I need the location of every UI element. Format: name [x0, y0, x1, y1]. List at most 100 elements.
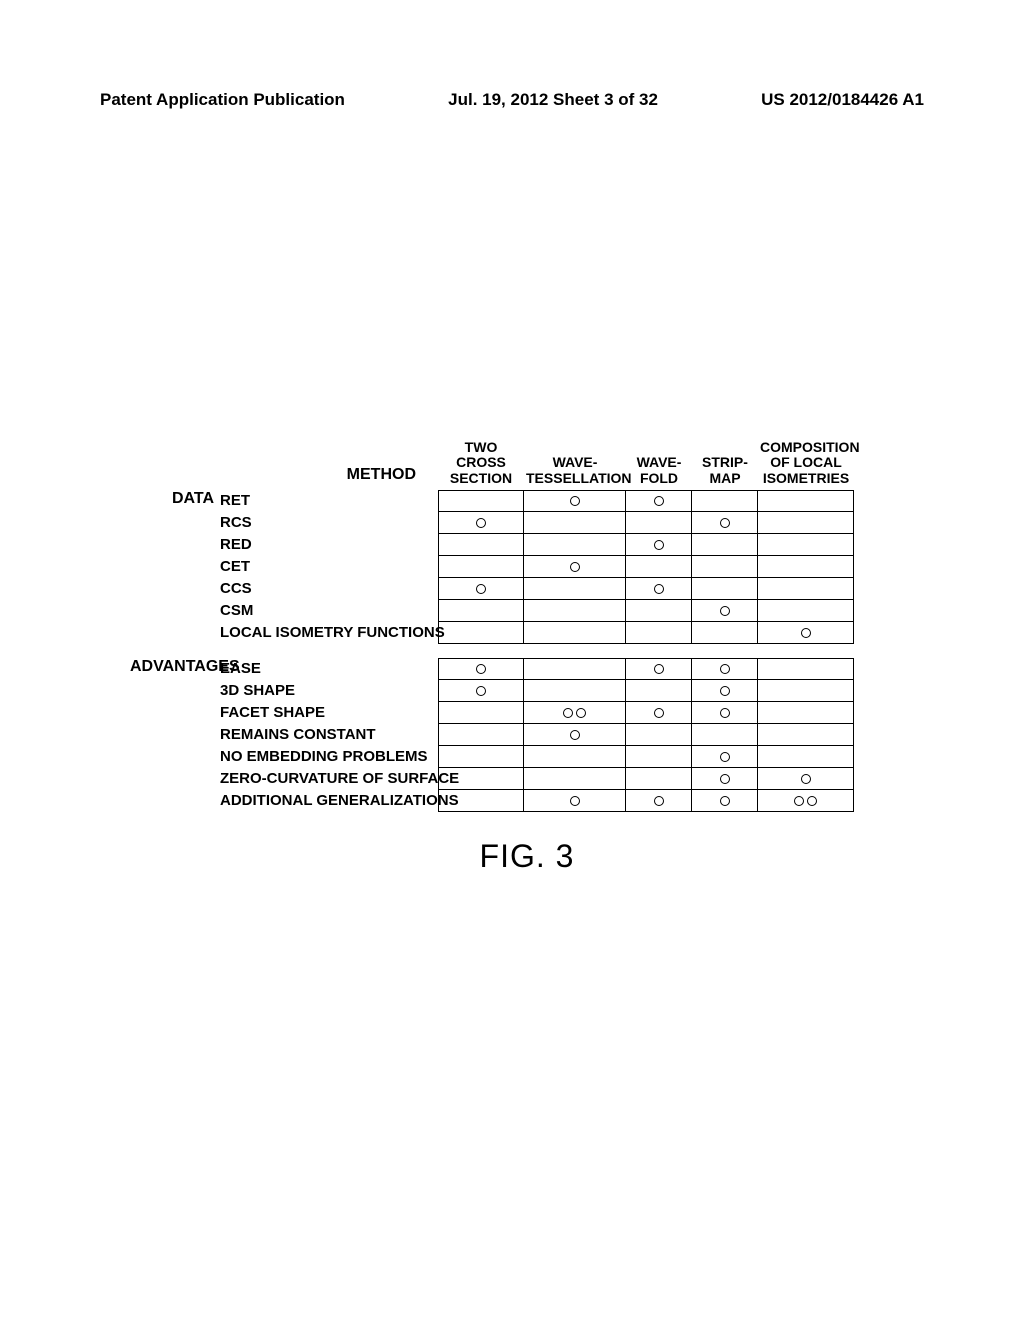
data-cell — [626, 534, 692, 556]
data-cell — [758, 556, 854, 578]
adv-cell — [758, 658, 854, 680]
data-cell — [692, 600, 758, 622]
data-cell — [692, 622, 758, 644]
data-cell — [758, 490, 854, 512]
adv-cell — [758, 790, 854, 812]
adv-cell — [524, 658, 626, 680]
data-column — [692, 490, 758, 644]
data-cell — [438, 490, 524, 512]
circle-marker-icon — [801, 628, 811, 638]
circle-marker-icon — [720, 752, 730, 762]
circle-marker-icon — [654, 584, 664, 594]
data-cell — [524, 578, 626, 600]
data-column — [438, 490, 524, 644]
data-cell — [438, 534, 524, 556]
adv-row-label: 3D SHAPE — [220, 680, 438, 702]
data-grid — [438, 490, 854, 644]
advantages-row-labels: EASE3D SHAPEFACET SHAPEREMAINS CONSTANTN… — [220, 658, 438, 812]
adv-cell — [692, 746, 758, 768]
data-cell — [692, 578, 758, 600]
adv-row-label: REMAINS CONSTANT — [220, 724, 438, 746]
adv-cell — [692, 790, 758, 812]
adv-cell — [438, 746, 524, 768]
adv-cell — [524, 768, 626, 790]
adv-cell — [524, 680, 626, 702]
data-cell — [692, 556, 758, 578]
data-cell — [626, 600, 692, 622]
adv-cell — [438, 724, 524, 746]
circle-marker-icon — [476, 686, 486, 696]
circle-marker-icon — [570, 496, 580, 506]
data-cell — [524, 600, 626, 622]
data-cell — [758, 534, 854, 556]
data-cell — [524, 556, 626, 578]
adv-cell — [626, 746, 692, 768]
adv-row-label: FACET SHAPE — [220, 702, 438, 724]
data-cell — [438, 578, 524, 600]
adv-column — [438, 658, 524, 812]
column-header-wave-tess: WAVE-TESSELLATION — [524, 440, 626, 486]
data-cell — [692, 534, 758, 556]
section-label-data: DATA — [130, 490, 220, 508]
advantages-section: ADVANTAGES EASE3D SHAPEFACET SHAPEREMAIN… — [130, 658, 924, 812]
circle-marker-icon — [801, 774, 811, 784]
adv-cell — [524, 746, 626, 768]
circle-marker-icon — [563, 708, 573, 718]
data-cell — [438, 512, 524, 534]
circle-marker-icon — [720, 708, 730, 718]
column-header-strip-map: STRIP-MAP — [692, 440, 758, 486]
circle-marker-icon — [720, 518, 730, 528]
adv-row-label: EASE — [220, 658, 438, 680]
data-cell — [438, 600, 524, 622]
adv-cell — [692, 768, 758, 790]
data-row-label: LOCAL ISOMETRY FUNCTIONS — [220, 622, 438, 644]
data-cell — [626, 578, 692, 600]
adv-cell — [438, 702, 524, 724]
data-column — [626, 490, 692, 644]
adv-cell — [438, 768, 524, 790]
adv-cell — [438, 680, 524, 702]
data-row-label: RET — [220, 490, 438, 512]
data-cell — [758, 600, 854, 622]
data-cell — [758, 622, 854, 644]
data-cell — [758, 578, 854, 600]
circle-marker-icon — [570, 796, 580, 806]
data-column — [524, 490, 626, 644]
data-cell — [524, 622, 626, 644]
adv-cell — [692, 658, 758, 680]
data-row-label: RED — [220, 534, 438, 556]
adv-cell — [524, 724, 626, 746]
data-row-label: RCS — [220, 512, 438, 534]
column-headers: TWO CROSSSECTIONWAVE-TESSELLATIONWAVE-FO… — [438, 440, 854, 486]
data-cell — [626, 622, 692, 644]
adv-column — [626, 658, 692, 812]
column-header-wave-fold: WAVE-FOLD — [626, 440, 692, 486]
circle-marker-icon — [720, 606, 730, 616]
adv-cell — [758, 746, 854, 768]
column-headers-row: METHOD TWO CROSSSECTIONWAVE-TESSELLATION… — [130, 440, 924, 486]
circle-marker-icon — [476, 518, 486, 528]
data-cell — [524, 490, 626, 512]
column-header-two-cross: TWO CROSSSECTION — [438, 440, 524, 486]
data-row-labels: RETRCSREDCETCCSCSMLOCAL ISOMETRY FUNCTIO… — [220, 490, 438, 644]
adv-cell — [626, 724, 692, 746]
adv-row-label: NO EMBEDDING PROBLEMS — [220, 746, 438, 768]
header-center: Jul. 19, 2012 Sheet 3 of 32 — [448, 90, 658, 110]
circle-marker-icon — [720, 774, 730, 784]
circle-marker-icon — [807, 796, 817, 806]
header-right: US 2012/0184426 A1 — [761, 90, 924, 110]
adv-cell — [626, 702, 692, 724]
data-section: DATA RETRCSREDCETCCSCSMLOCAL ISOMETRY FU… — [130, 490, 924, 644]
adv-cell — [692, 680, 758, 702]
circle-marker-icon — [654, 708, 664, 718]
data-row-label: CCS — [220, 578, 438, 600]
adv-row-label: ADDITIONAL GENERALIZATIONS — [220, 790, 438, 812]
adv-cell — [626, 680, 692, 702]
data-cell — [524, 534, 626, 556]
data-cell — [438, 622, 524, 644]
circle-marker-icon — [720, 796, 730, 806]
circle-marker-icon — [654, 796, 664, 806]
figure-label: FIG. 3 — [130, 838, 924, 875]
circle-marker-icon — [576, 708, 586, 718]
data-cell — [692, 490, 758, 512]
